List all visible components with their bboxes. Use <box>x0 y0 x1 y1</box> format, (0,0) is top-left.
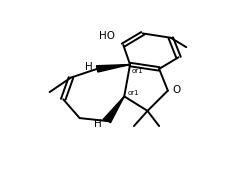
Polygon shape <box>103 96 124 123</box>
Text: or1: or1 <box>127 90 139 96</box>
Polygon shape <box>96 64 130 72</box>
Text: H: H <box>94 119 102 129</box>
Text: O: O <box>173 85 181 95</box>
Text: H: H <box>84 62 92 72</box>
Text: or1: or1 <box>132 68 143 74</box>
Text: HO: HO <box>98 31 114 41</box>
